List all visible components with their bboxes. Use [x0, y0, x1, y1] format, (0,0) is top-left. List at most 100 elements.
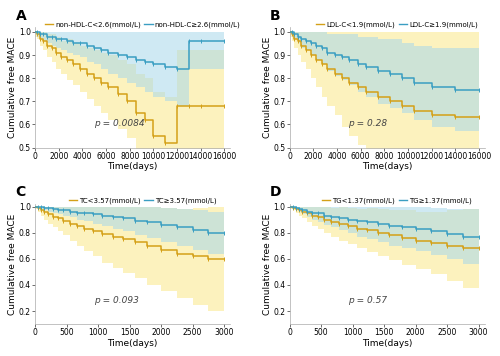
non-HDL-C<2.6(mmol/L)	[106, 85, 112, 90]
LDL-C≥1.9(mmol/L)	[289, 30, 295, 34]
TG<1.37(mmol/L)	[304, 211, 310, 215]
Y-axis label: Cumulative free MACE: Cumulative free MACE	[263, 37, 272, 138]
TG≥1.37(mmol/L)	[344, 218, 350, 222]
TG<1.37(mmol/L)	[328, 220, 334, 224]
TG≥1.37(mmol/L)	[328, 215, 334, 219]
TC≥3.57(mmol/L)	[81, 211, 87, 215]
non-HDL-C≥2.6(mmol/L)	[91, 46, 97, 50]
non-HDL-C<2.6(mmol/L)	[32, 30, 38, 34]
LDL-C<1.9(mmol/L)	[303, 48, 309, 53]
TG<1.37(mmol/L)	[354, 227, 360, 231]
X-axis label: Time(days): Time(days)	[362, 339, 412, 348]
LDL-C<1.9(mmol/L)	[346, 81, 352, 85]
TC≥3.57(mmol/L)	[74, 211, 80, 215]
LDL-C<1.9(mmol/L)	[286, 30, 292, 34]
TC<3.57(mmol/L)	[66, 221, 72, 226]
LDL-C<1.9(mmol/L)	[376, 94, 382, 99]
TC<3.57(mmol/L)	[158, 247, 164, 252]
LDL-C≥1.9(mmol/L)	[476, 88, 482, 92]
non-HDL-C≥2.6(mmol/L)	[77, 41, 83, 46]
LDL-C<1.9(mmol/L)	[476, 115, 482, 120]
Line: non-HDL-C≥2.6(mmol/L): non-HDL-C≥2.6(mmol/L)	[35, 32, 224, 69]
non-HDL-C<2.6(mmol/L)	[198, 104, 203, 108]
TC<3.57(mmol/L)	[81, 227, 87, 231]
X-axis label: Time(days): Time(days)	[108, 162, 158, 171]
TC<3.57(mmol/L)	[42, 210, 48, 214]
Text: B: B	[270, 9, 280, 22]
TC≥3.57(mmol/L)	[50, 207, 56, 211]
TG≥1.37(mmol/L)	[476, 235, 482, 239]
non-HDL-C<2.6(mmol/L)	[36, 37, 43, 41]
LDL-C≥1.9(mmol/L)	[387, 72, 393, 76]
LDL-C<1.9(mmol/L)	[289, 32, 295, 36]
TC≥3.57(mmol/L)	[42, 206, 48, 210]
TC<3.57(mmol/L)	[100, 232, 105, 236]
non-HDL-C≥2.6(mmol/L)	[186, 39, 192, 43]
LDL-C≥1.9(mmol/L)	[399, 76, 405, 80]
LDL-C≥1.9(mmol/L)	[303, 39, 309, 43]
non-HDL-C≥2.6(mmol/L)	[34, 30, 40, 34]
Y-axis label: Cumulative free MACE: Cumulative free MACE	[8, 213, 18, 315]
TC<3.57(mmol/L)	[38, 208, 44, 213]
non-HDL-C≥2.6(mmol/L)	[174, 67, 180, 71]
Text: p = 0.28: p = 0.28	[348, 119, 388, 128]
non-HDL-C<2.6(mmol/L)	[64, 58, 70, 62]
LDL-C<1.9(mmol/L)	[399, 104, 405, 108]
LDL-C<1.9(mmol/L)	[332, 72, 338, 76]
TC≥3.57(mmol/L)	[90, 212, 96, 216]
TC<3.57(mmol/L)	[44, 212, 51, 216]
non-HDL-C<2.6(mmol/L)	[84, 72, 90, 76]
TC≥3.57(mmol/L)	[32, 204, 38, 209]
TG<1.37(mmol/L)	[364, 228, 370, 232]
non-HDL-C<2.6(mmol/L)	[77, 67, 83, 71]
non-HDL-C<2.6(mmol/L)	[150, 134, 156, 138]
Text: p = 0.093: p = 0.093	[94, 295, 138, 305]
TC≥3.57(mmol/L)	[206, 231, 212, 235]
non-HDL-C<2.6(mmol/L)	[40, 39, 46, 43]
TG<1.37(mmol/L)	[286, 204, 292, 209]
TG<1.37(mmol/L)	[460, 246, 466, 251]
LDL-C≥1.9(mmol/L)	[338, 55, 344, 59]
LDL-C<1.9(mmol/L)	[387, 99, 393, 103]
non-HDL-C≥2.6(mmol/L)	[124, 55, 130, 59]
LDL-C≥1.9(mmol/L)	[324, 51, 330, 55]
X-axis label: Time(days): Time(days)	[108, 339, 158, 348]
TG≥1.37(mmol/L)	[304, 210, 310, 214]
Text: p = 0.0084: p = 0.0084	[94, 119, 144, 128]
non-HDL-C<2.6(mmol/L)	[142, 117, 148, 122]
LDL-C<1.9(mmol/L)	[312, 58, 318, 62]
LDL-C≥1.9(mmol/L)	[355, 62, 361, 67]
TC≥3.57(mmol/L)	[190, 228, 196, 232]
LDL-C≥1.9(mmol/L)	[376, 69, 382, 73]
TC<3.57(mmol/L)	[221, 257, 227, 261]
TG≥1.37(mmol/L)	[444, 232, 450, 236]
LDL-C<1.9(mmol/L)	[292, 37, 298, 41]
LDL-C≥1.9(mmol/L)	[295, 35, 301, 39]
TC<3.57(mmol/L)	[120, 237, 126, 241]
TG≥1.37(mmol/L)	[364, 220, 370, 224]
TC≥3.57(mmol/L)	[44, 206, 51, 210]
non-HDL-C<2.6(mmol/L)	[162, 141, 168, 145]
LDL-C<1.9(mmol/L)	[295, 39, 301, 43]
LDL-C≥1.9(mmol/L)	[286, 30, 292, 34]
TG≥1.37(mmol/L)	[290, 204, 296, 209]
TG<1.37(mmol/L)	[386, 233, 392, 237]
Line: LDL-C<1.9(mmol/L): LDL-C<1.9(mmol/L)	[290, 32, 479, 117]
TC<3.57(mmol/L)	[110, 235, 116, 239]
Line: TG≥1.37(mmol/L): TG≥1.37(mmol/L)	[290, 206, 478, 237]
TC<3.57(mmol/L)	[206, 257, 212, 261]
Legend: TC<3.57(mmol/L), TC≥3.57(mmol/L): TC<3.57(mmol/L), TC≥3.57(mmol/L)	[66, 195, 219, 207]
non-HDL-C≥2.6(mmol/L)	[198, 39, 203, 43]
non-HDL-C<2.6(mmol/L)	[115, 92, 121, 96]
LDL-C<1.9(mmol/L)	[452, 115, 458, 120]
LDL-C≥1.9(mmol/L)	[298, 37, 304, 41]
Text: p = 0.57: p = 0.57	[348, 295, 388, 305]
Legend: LDL-C<1.9(mmol/L), LDL-C≥1.9(mmol/L): LDL-C<1.9(mmol/L), LDL-C≥1.9(mmol/L)	[314, 19, 480, 31]
TG<1.37(mmol/L)	[412, 239, 418, 243]
LDL-C≥1.9(mmol/L)	[346, 58, 352, 62]
LDL-C≥1.9(mmol/L)	[452, 88, 458, 92]
LDL-C<1.9(mmol/L)	[308, 53, 314, 57]
LDL-C<1.9(mmol/L)	[428, 113, 434, 117]
Line: TG<1.37(mmol/L): TG<1.37(mmol/L)	[290, 206, 478, 248]
non-HDL-C<2.6(mmol/L)	[58, 55, 64, 59]
